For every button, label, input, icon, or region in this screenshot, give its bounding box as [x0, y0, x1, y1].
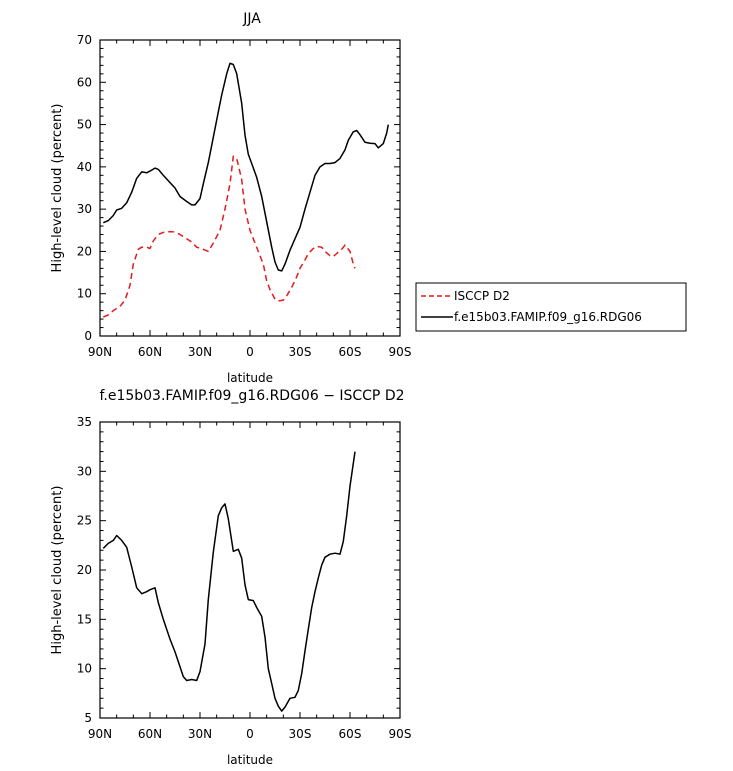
bottom-series-group: [102, 451, 356, 712]
top-panel: JJA 90N 60N 30N 0 30S 60S 90S 010203040506070 …: [50, 11, 687, 385]
x-tick-label: 30N: [188, 345, 212, 359]
y-tick-label: 5: [84, 711, 92, 725]
y-tick-label: 50: [77, 118, 92, 132]
y-tick-label: 20: [77, 244, 92, 258]
x-tick-label: 90S: [389, 345, 412, 359]
bottom-panel: f.e15b03.FAMIP.f09_g16.RDG06 − ISCCP D2 …: [50, 388, 411, 767]
x-tick-label: 60N: [138, 727, 162, 741]
bottom-plot-area: [99, 421, 401, 719]
series-line-0: [102, 451, 356, 712]
y-tick-label: 10: [77, 287, 92, 301]
x-tick-label: 90N: [88, 345, 112, 359]
x-tick-label: 30S: [289, 345, 312, 359]
x-tick-label: 90S: [389, 727, 412, 741]
y-tick-label: 10: [77, 662, 92, 676]
top-series-group: [103, 62, 390, 318]
top-y-tick-labels: 0 10 20 30 40 50 60 70: [77, 33, 92, 343]
legend-box: [415, 282, 687, 332]
y-tick-label: 60: [77, 75, 92, 89]
bottom-plot-frame: [99, 421, 401, 719]
x-tick-label: 0: [246, 727, 254, 741]
y-tick-label: 0: [84, 329, 92, 343]
bottom-x-tick-labels: 90N 60N 30N 0 30S 60S 90S: [88, 727, 412, 741]
top-y-axis-label: High-level cloud (percent): [50, 104, 65, 273]
x-tick-label: 90N: [88, 727, 112, 741]
top-chart-title: JJA: [242, 11, 261, 27]
y-tick-label: 20: [77, 563, 92, 577]
x-tick-label: 60N: [138, 345, 162, 359]
x-tick-label: 0: [246, 345, 254, 359]
y-tick-label: 40: [77, 160, 92, 174]
y-tick-label: 35: [77, 415, 92, 429]
legend-label-model: f.e15b03.FAMIP.f09_g16.RDG06: [454, 310, 642, 324]
y-tick-label: 70: [77, 33, 92, 47]
bottom-y-tick-labels: 5 10 15 20 25 30 35: [77, 415, 92, 725]
top-plot-frame: [99, 39, 401, 337]
x-tick-label: 60S: [339, 727, 362, 741]
bottom-x-axis-label: latitude: [227, 753, 273, 767]
x-tick-label: 60S: [339, 345, 362, 359]
x-tick-label: 30N: [188, 727, 212, 741]
legend-label-isccp: ISCCP D2: [454, 289, 510, 303]
top-x-tick-labels: 90N 60N 30N 0 30S 60S 90S: [88, 345, 412, 359]
y-tick-label: 25: [77, 514, 92, 528]
top-x-axis-label: latitude: [227, 371, 273, 385]
bottom-axis-ticks: [99, 421, 401, 719]
y-tick-label: 15: [77, 612, 92, 626]
x-tick-label: 30S: [289, 727, 312, 741]
top-plot-area: [99, 39, 401, 337]
y-tick-label: 30: [77, 202, 92, 216]
bottom-chart-title: f.e15b03.FAMIP.f09_g16.RDG06 − ISCCP D2: [99, 388, 404, 404]
top-axis-ticks: [99, 39, 401, 337]
series-line-1: [103, 62, 390, 272]
legend: ISCCP D2 f.e15b03.FAMIP.f09_g16.RDG06: [415, 282, 687, 332]
series-line-0: [103, 155, 356, 318]
y-tick-label: 30: [77, 464, 92, 478]
bottom-y-axis-label: High-level cloud (percent): [50, 486, 65, 655]
